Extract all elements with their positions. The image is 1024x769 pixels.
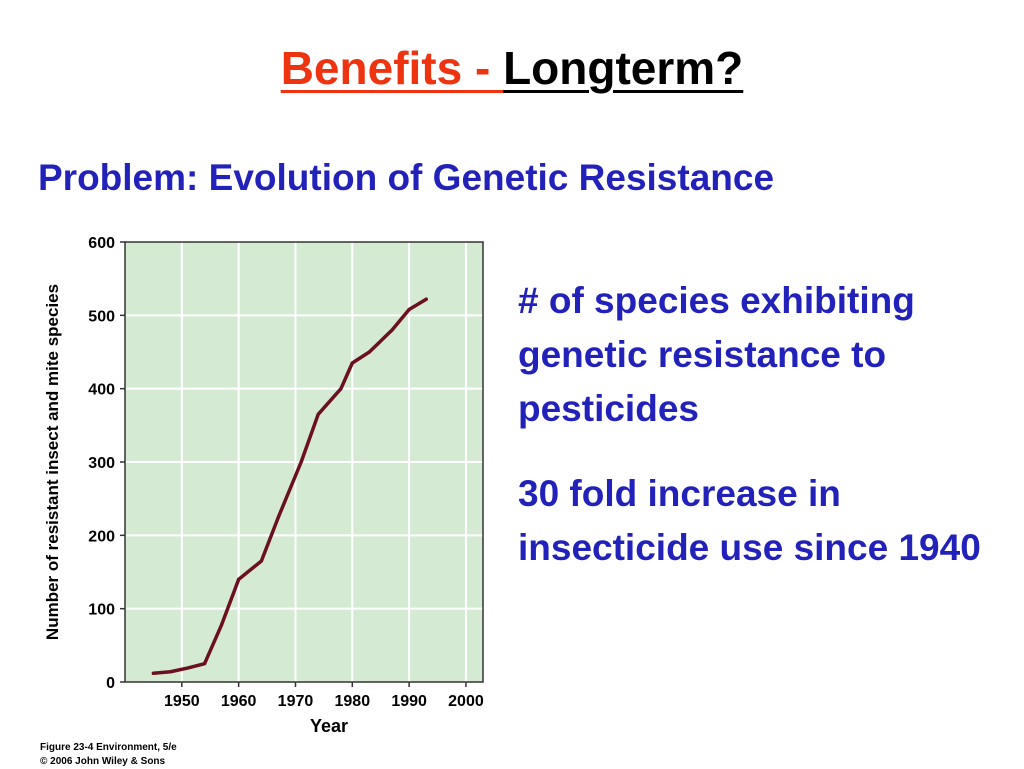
y-tick-label-200: 200 [88,528,115,545]
series-line-0 [151,297,428,675]
series-0-point-1 [168,670,173,674]
slide-title: Benefits - Longterm? [0,38,1024,98]
series-0-point-2 [185,666,190,670]
copyright-notice: © 2006 John Wiley & Sons [40,756,166,767]
series-0-point-5 [237,577,241,581]
x-tick-label-1990: 1990 [391,693,427,710]
figure-caption: Figure 23-4 Environment, 5/e [40,742,177,753]
paragraph-species-resistance: # of species exhibiting genetic resistan… [518,280,915,429]
series-0-point-6 [259,559,263,563]
title-benefits: Benefits - [280,42,504,94]
series-0-point-11 [350,361,354,365]
series-0-point-7 [276,515,281,519]
y-tick-label-400: 400 [88,382,115,399]
series-0-point-14 [407,307,411,312]
series-0-point-4 [220,623,224,627]
series-0-point-3 [202,662,207,666]
x-tick-label-2000: 2000 [448,693,484,710]
y-tick-label-500: 500 [88,308,115,325]
y-tick-label-300: 300 [88,455,115,472]
series-0-point-9 [316,412,320,416]
series-0-point-8 [299,460,303,464]
series-0-point-12 [367,350,371,354]
x-tick-label-1970: 1970 [278,693,314,710]
y-tick-label-0: 0 [106,675,115,692]
series-0-point-13 [390,328,394,332]
title-longterm: Longterm? [503,42,744,94]
series-0-point-0 [151,671,156,675]
y-tick-label-600: 600 [88,235,115,252]
slide-subtitle: Problem: Evolution of Genetic Resistance [38,157,775,198]
x-tick-label-1980: 1980 [335,693,371,710]
series-0-point-15 [424,297,428,301]
y-tick-label-100: 100 [88,602,115,619]
paragraph-insecticide-increase: 30 fold increase in insecticide use sinc… [518,473,981,568]
x-axis-label: Year [310,716,348,736]
series-0-point-10 [339,387,343,391]
x-tick-label-1960: 1960 [221,693,257,710]
x-tick-label-1950: 1950 [164,693,200,710]
y-axis-label: Number of resistant insect and mite spec… [43,284,62,640]
resistance-line-chart: 0 100 200 300 400 500 600 1950 1960 1970 1980 1990 2… [43,235,484,736]
